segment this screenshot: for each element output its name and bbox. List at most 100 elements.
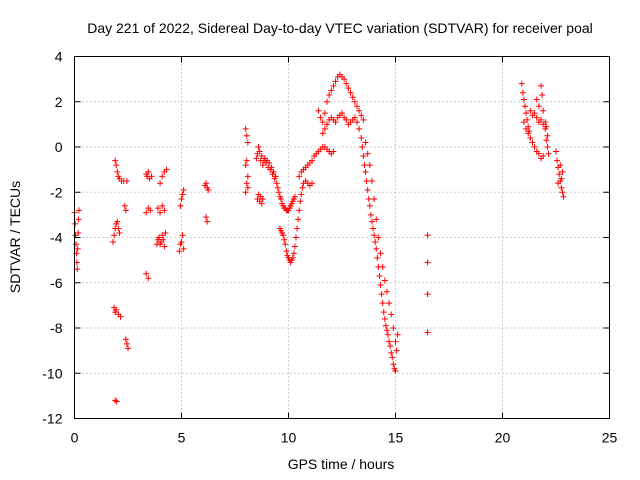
data-point [362,168,369,175]
data-point [278,196,285,203]
data-point [258,200,265,207]
data-point [290,250,297,257]
data-point [555,180,562,187]
data-point [156,234,163,241]
data-point [380,309,387,316]
data-point [377,282,384,289]
data-point [272,173,279,180]
data-point [543,137,550,144]
data-point [341,76,348,83]
data-point [553,148,559,155]
data-point [291,243,298,250]
data-point [366,162,373,169]
y-tick-label: -10 [42,365,62,381]
data-point [122,336,129,343]
data-point [523,125,530,132]
data-point [392,338,399,345]
y-tick-label: 0 [55,139,63,155]
data-point [533,114,540,121]
data-point [145,275,152,282]
x-tick-label: 20 [495,430,511,446]
data-point [383,327,390,334]
data-point [270,168,277,175]
data-point [280,232,287,239]
y-tick-label: -12 [42,411,62,427]
data-point [159,202,166,209]
data-point [347,89,354,96]
data-point [204,218,211,225]
y-tick-label: -8 [50,320,63,336]
data-point [160,236,167,243]
data-point [282,241,289,248]
data-point [531,110,538,117]
data-point [529,139,536,146]
data-point [381,277,388,284]
data-point [388,349,395,356]
data-point [373,245,380,252]
data-point [244,184,251,191]
data-point [332,78,339,85]
data-point [258,153,265,160]
data-point [540,107,547,114]
data-point [356,125,363,132]
data-point [343,80,350,87]
data-point [544,132,551,139]
data-point [378,291,385,298]
data-point [518,80,525,87]
y-tick-label: -4 [50,230,63,246]
data-point [544,144,551,150]
data-point [114,218,121,225]
data-point [370,225,377,232]
data-point [379,263,386,270]
data-point [521,103,528,110]
data-point [112,397,119,404]
grid [74,56,610,419]
x-tick-label: 5 [178,430,186,446]
data-point [253,155,260,162]
data-point [360,116,367,123]
data-points [71,71,567,405]
data-point [375,234,382,241]
data-point [371,196,378,203]
data-point [353,119,360,126]
data-point [205,186,212,193]
data-point [390,361,397,368]
data-point [117,313,124,320]
data-point [424,291,431,298]
data-point [121,202,128,209]
data-point [328,87,335,94]
data-point [387,343,394,350]
data-point [368,218,375,225]
data-point [361,162,368,169]
data-point [273,180,280,187]
data-point [388,311,395,318]
data-point [75,216,82,223]
data-point [393,347,400,354]
data-point [259,162,266,169]
data-point [159,232,166,239]
data-point [72,241,79,248]
data-point [538,82,545,89]
data-point [162,229,169,236]
data-point [243,157,250,164]
data-point [176,248,183,255]
data-point [283,248,290,255]
data-point [519,89,526,96]
data-point [385,331,392,338]
data-point [332,119,339,126]
data-point [525,130,532,137]
x-tick-label: 15 [388,430,404,446]
data-point [554,157,561,164]
data-point [382,322,389,329]
data-point [324,98,331,105]
data-point [539,91,546,98]
data-point [256,148,263,155]
data-point [520,119,527,126]
data-point [372,239,379,246]
data-point [259,196,266,203]
y-tick-label: 2 [55,94,63,110]
data-point [255,144,262,150]
data-point [242,125,249,132]
data-point [244,173,251,180]
